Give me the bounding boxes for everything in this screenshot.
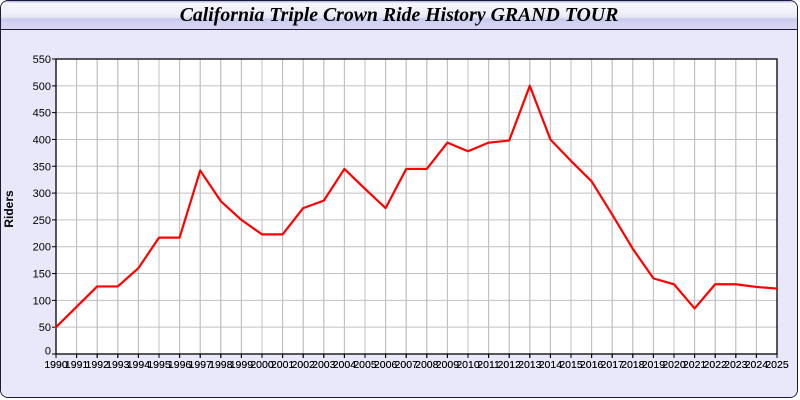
svg-text:100: 100 [33, 295, 51, 307]
svg-text:550: 550 [33, 54, 51, 66]
svg-text:250: 250 [33, 215, 51, 227]
svg-text:50: 50 [39, 322, 51, 334]
svg-text:200: 200 [33, 242, 51, 254]
svg-text:400: 400 [33, 134, 51, 146]
svg-text:300: 300 [33, 188, 51, 200]
svg-text:150: 150 [33, 269, 51, 281]
svg-text:350: 350 [33, 161, 51, 173]
svg-text:500: 500 [33, 81, 51, 93]
svg-text:2010: 2010 [456, 359, 480, 371]
svg-text:0: 0 [45, 346, 51, 358]
svg-text:450: 450 [33, 108, 51, 120]
svg-text:Riders: Riders [2, 190, 16, 228]
svg-text:2025: 2025 [765, 359, 789, 371]
